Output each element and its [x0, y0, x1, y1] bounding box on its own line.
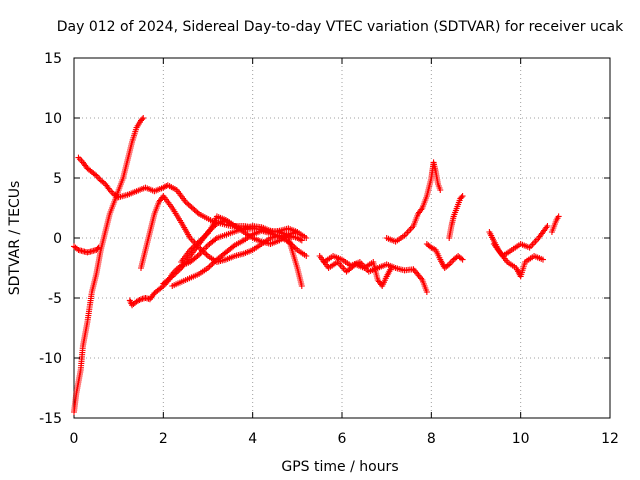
data-point	[94, 245, 101, 252]
data-point	[298, 283, 305, 289]
data-point	[185, 201, 192, 208]
data-point	[191, 207, 198, 213]
y-tick-labels: -15 -10 -5 0 5 10 15	[39, 51, 62, 427]
data-point	[188, 204, 195, 211]
y-axis-label: SDTVAR / TECUs	[7, 181, 23, 296]
series-arc-10	[321, 253, 430, 295]
data-point	[458, 194, 465, 201]
series-arc-15	[490, 223, 551, 259]
series-arc-12	[423, 241, 466, 271]
x-tick-label: 2	[159, 431, 168, 447]
data-points	[71, 115, 562, 415]
y-tick-label: 0	[53, 231, 62, 247]
data-point	[437, 187, 444, 193]
x-tick-label: 4	[248, 431, 257, 447]
series-arc-16	[548, 213, 562, 235]
data-point	[303, 253, 310, 259]
data-point	[423, 289, 430, 295]
y-tick-label: -5	[48, 291, 62, 307]
x-tick-label: 0	[70, 431, 79, 447]
data-point	[140, 115, 147, 121]
data-point	[193, 208, 200, 215]
x-tick-labels: 0 2 4 6 8 10 12	[70, 431, 619, 447]
series-arc-11	[383, 159, 444, 245]
x-tick-label: 12	[601, 431, 619, 447]
grid-lines	[74, 58, 610, 418]
data-point	[187, 203, 194, 209]
data-point	[540, 256, 546, 263]
data-point	[95, 244, 102, 251]
data-point	[207, 262, 214, 269]
series-arc-2	[71, 243, 102, 256]
data-point	[459, 256, 466, 263]
series-arc-13	[446, 193, 466, 241]
x-tick-label: 8	[427, 431, 436, 447]
y-tick-label: 10	[44, 111, 62, 127]
series-arc-8	[178, 213, 310, 265]
series-arc-3	[75, 154, 256, 231]
x-axis-label: GPS time / hours	[281, 459, 398, 475]
x-tick-label: 6	[338, 431, 347, 447]
data-point	[303, 235, 310, 241]
data-point	[555, 213, 562, 220]
data-point	[544, 223, 551, 229]
data-point	[139, 116, 146, 123]
data-point	[298, 237, 305, 244]
y-tick-label: 5	[53, 171, 62, 187]
data-point	[459, 193, 466, 199]
series-arc-1	[71, 115, 147, 415]
x-tick-label: 10	[512, 431, 530, 447]
axis-ticks	[73, 57, 611, 419]
y-tick-label: -10	[39, 351, 62, 367]
data-point	[184, 200, 191, 207]
chart-title: Day 012 of 2024, Sidereal Day-to-day VTE…	[57, 19, 624, 35]
data-point	[190, 205, 197, 212]
y-tick-label: 15	[44, 51, 62, 67]
y-tick-label: -15	[39, 411, 62, 427]
